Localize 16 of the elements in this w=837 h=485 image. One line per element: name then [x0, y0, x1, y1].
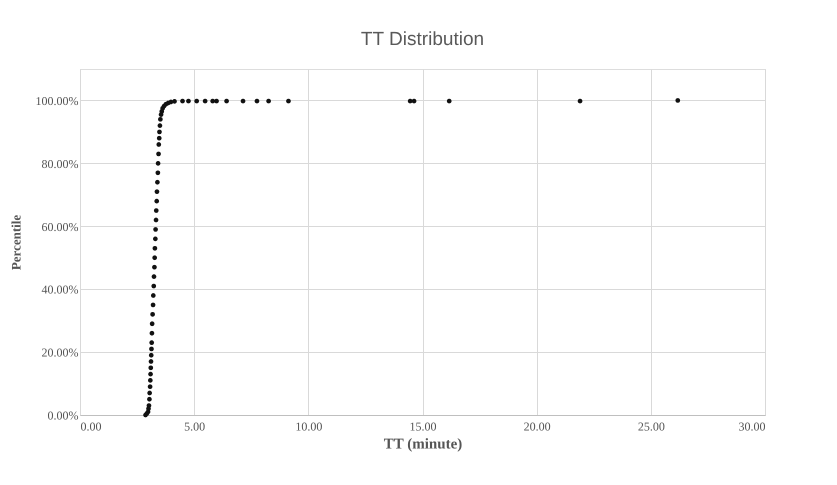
x-tick-label: 10.00	[295, 420, 322, 434]
y-tick-label: 0.00%	[48, 408, 78, 422]
x-tick-label: 30.00	[738, 420, 766, 434]
y-tick-label: 80.00%	[42, 156, 78, 171]
x-tick-label: 5.00	[184, 420, 206, 434]
y-tick-label: 40.00%	[42, 282, 78, 297]
y-tick-label: 20.00%	[42, 346, 78, 360]
x-tick-label: 0.00	[80, 420, 102, 434]
x-tick-label: 20.00	[524, 420, 551, 434]
x-tick-label: 25.00	[638, 420, 665, 434]
y-axis-title: Percentile	[8, 214, 24, 270]
y-tick-label: 100.00%	[36, 94, 78, 108]
chart-title: TT Distribution	[360, 29, 484, 50]
x-axis-title: TT (minute)	[384, 436, 462, 452]
y-tick-label: 60.00%	[42, 220, 78, 234]
x-tick-label: 15.00	[410, 420, 436, 434]
